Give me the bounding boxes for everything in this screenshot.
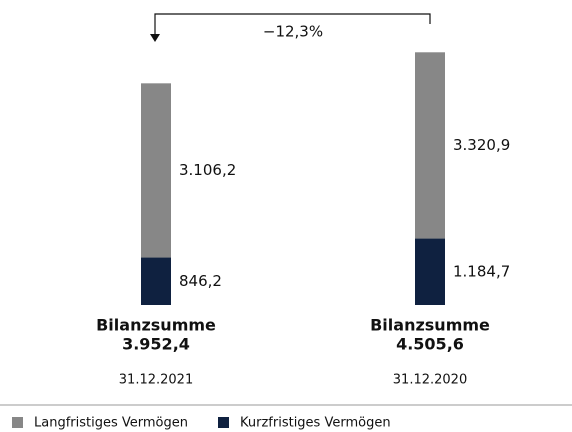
legend-swatch <box>12 417 23 428</box>
bar-segment <box>415 238 445 305</box>
arrow-head <box>150 34 160 42</box>
bar-segment <box>141 83 171 258</box>
value-label: 1.184,7 <box>453 262 510 280</box>
category-label: 31.12.2021 <box>119 373 193 388</box>
bar-segment <box>415 52 445 239</box>
total-value: 4.505,6 <box>396 335 464 354</box>
value-label: 3.106,2 <box>179 161 236 179</box>
annotation: −12,3% <box>263 23 323 41</box>
bar-segment <box>141 257 171 305</box>
value-label: 846,2 <box>179 272 222 290</box>
total-title: Bilanzsumme <box>96 316 216 335</box>
legend-swatch <box>218 417 229 428</box>
total-title: Bilanzsumme <box>370 316 490 335</box>
change-arrow <box>154 13 431 36</box>
legend-label: Kurzfristiges Vermögen <box>240 416 391 431</box>
value-label: 3.320,9 <box>453 136 510 154</box>
category-label: 31.12.2020 <box>393 373 467 388</box>
legend-label: Langfristiges Vermögen <box>34 416 188 431</box>
total-value: 3.952,4 <box>122 335 190 354</box>
